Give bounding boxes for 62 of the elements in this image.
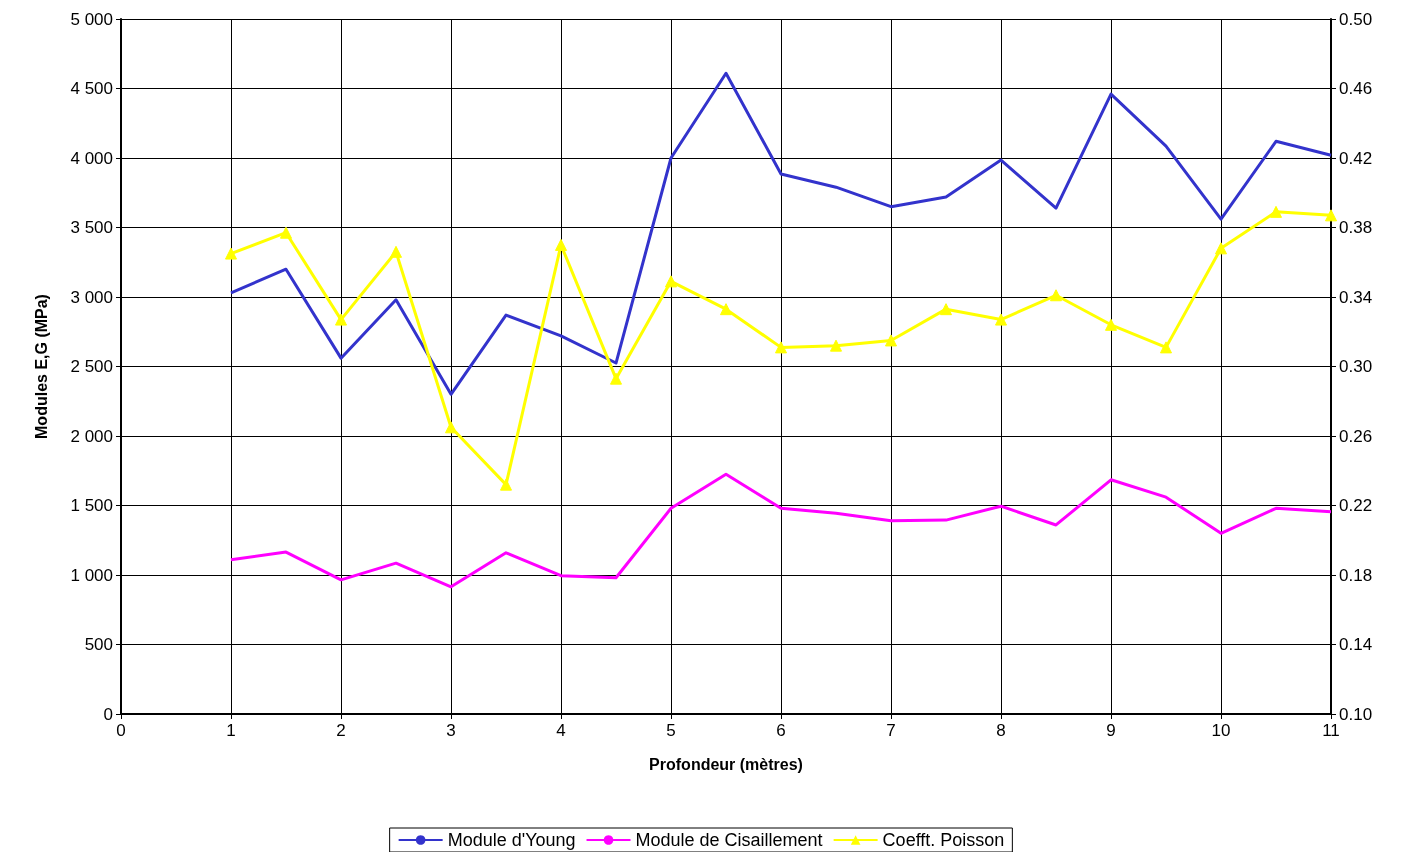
point bbox=[940, 303, 952, 316]
line-series bbox=[229, 472, 1333, 589]
point bbox=[225, 247, 237, 260]
y2-tick-label: 0.46 bbox=[1339, 79, 1373, 98]
point bbox=[610, 372, 622, 385]
x-tick-label: 1 bbox=[226, 721, 236, 740]
y-axis-title: Modules E,G (MPa) bbox=[32, 294, 50, 439]
y2-tick-label: 0.42 bbox=[1339, 148, 1373, 168]
point bbox=[995, 313, 1007, 326]
point bbox=[500, 478, 512, 491]
y2-tick-label: 0.18 bbox=[1339, 565, 1373, 585]
y-tick-label: 1 500 bbox=[70, 496, 113, 515]
point bbox=[720, 303, 732, 316]
y-tick-label: 2 500 bbox=[70, 357, 113, 376]
point bbox=[445, 421, 457, 434]
x-axis-title: Profondeur (mètres) bbox=[649, 755, 803, 773]
y2-tick-label: 0.26 bbox=[1339, 426, 1373, 446]
x-tick-label: 2 bbox=[336, 721, 346, 740]
x-tick-label: 7 bbox=[886, 721, 896, 740]
x-tick-label: 10 bbox=[1211, 721, 1231, 740]
point bbox=[1105, 318, 1117, 331]
y-tick-label: 5 000 bbox=[70, 9, 113, 29]
point bbox=[1160, 341, 1172, 354]
y2-tick-label: 0.14 bbox=[1339, 635, 1373, 654]
y-tick-label: 500 bbox=[84, 635, 113, 654]
y2-tick-label: 0.30 bbox=[1339, 357, 1373, 376]
x-tick-label: 11 bbox=[1322, 721, 1340, 740]
y-tick-label: 4 500 bbox=[70, 79, 113, 98]
x-tick-label: 9 bbox=[1106, 721, 1116, 740]
point bbox=[1050, 289, 1062, 302]
legend-label: Coefft. Poisson bbox=[882, 830, 1005, 850]
point bbox=[775, 341, 787, 354]
point bbox=[665, 275, 677, 288]
y-tick-label: 4 000 bbox=[70, 148, 113, 168]
x-tick-label: 6 bbox=[776, 721, 786, 740]
line-series bbox=[229, 71, 1333, 396]
y-tick-label: 0 bbox=[103, 704, 113, 724]
legend-label: Module d'Young bbox=[447, 830, 576, 850]
y2-tick-label: 0.22 bbox=[1339, 496, 1373, 515]
y2-tick-label: 0.50 bbox=[1339, 9, 1373, 29]
point bbox=[555, 238, 567, 251]
y-tick-label: 1 000 bbox=[70, 565, 113, 585]
x-tick-label: 8 bbox=[996, 721, 1006, 740]
point bbox=[1215, 242, 1227, 255]
point bbox=[1270, 205, 1282, 218]
x-tick-label: 5 bbox=[666, 721, 676, 740]
point bbox=[280, 226, 292, 239]
point bbox=[830, 339, 842, 352]
y2-tick-label: 0.34 bbox=[1339, 287, 1373, 307]
y-tick-label: 3 500 bbox=[70, 218, 113, 237]
y-tick-label: 2 000 bbox=[70, 426, 113, 446]
y2-tick-label: 0.10 bbox=[1339, 704, 1373, 724]
legend-label: Module de Cisaillement bbox=[635, 830, 823, 850]
x-tick-label: 0 bbox=[116, 721, 126, 740]
x-tick-label: 3 bbox=[446, 721, 456, 740]
y-tick-label: 3 000 bbox=[70, 287, 113, 307]
point bbox=[1325, 209, 1337, 222]
x-tick-label: 4 bbox=[556, 721, 566, 740]
point bbox=[885, 334, 897, 347]
point bbox=[390, 245, 402, 258]
y2-tick-label: 0.38 bbox=[1339, 218, 1373, 237]
point bbox=[335, 313, 347, 326]
